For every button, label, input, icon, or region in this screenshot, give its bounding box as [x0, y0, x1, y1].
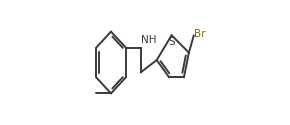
- Text: NH: NH: [141, 35, 157, 45]
- Text: S: S: [168, 36, 175, 46]
- Text: Br: Br: [194, 29, 206, 39]
